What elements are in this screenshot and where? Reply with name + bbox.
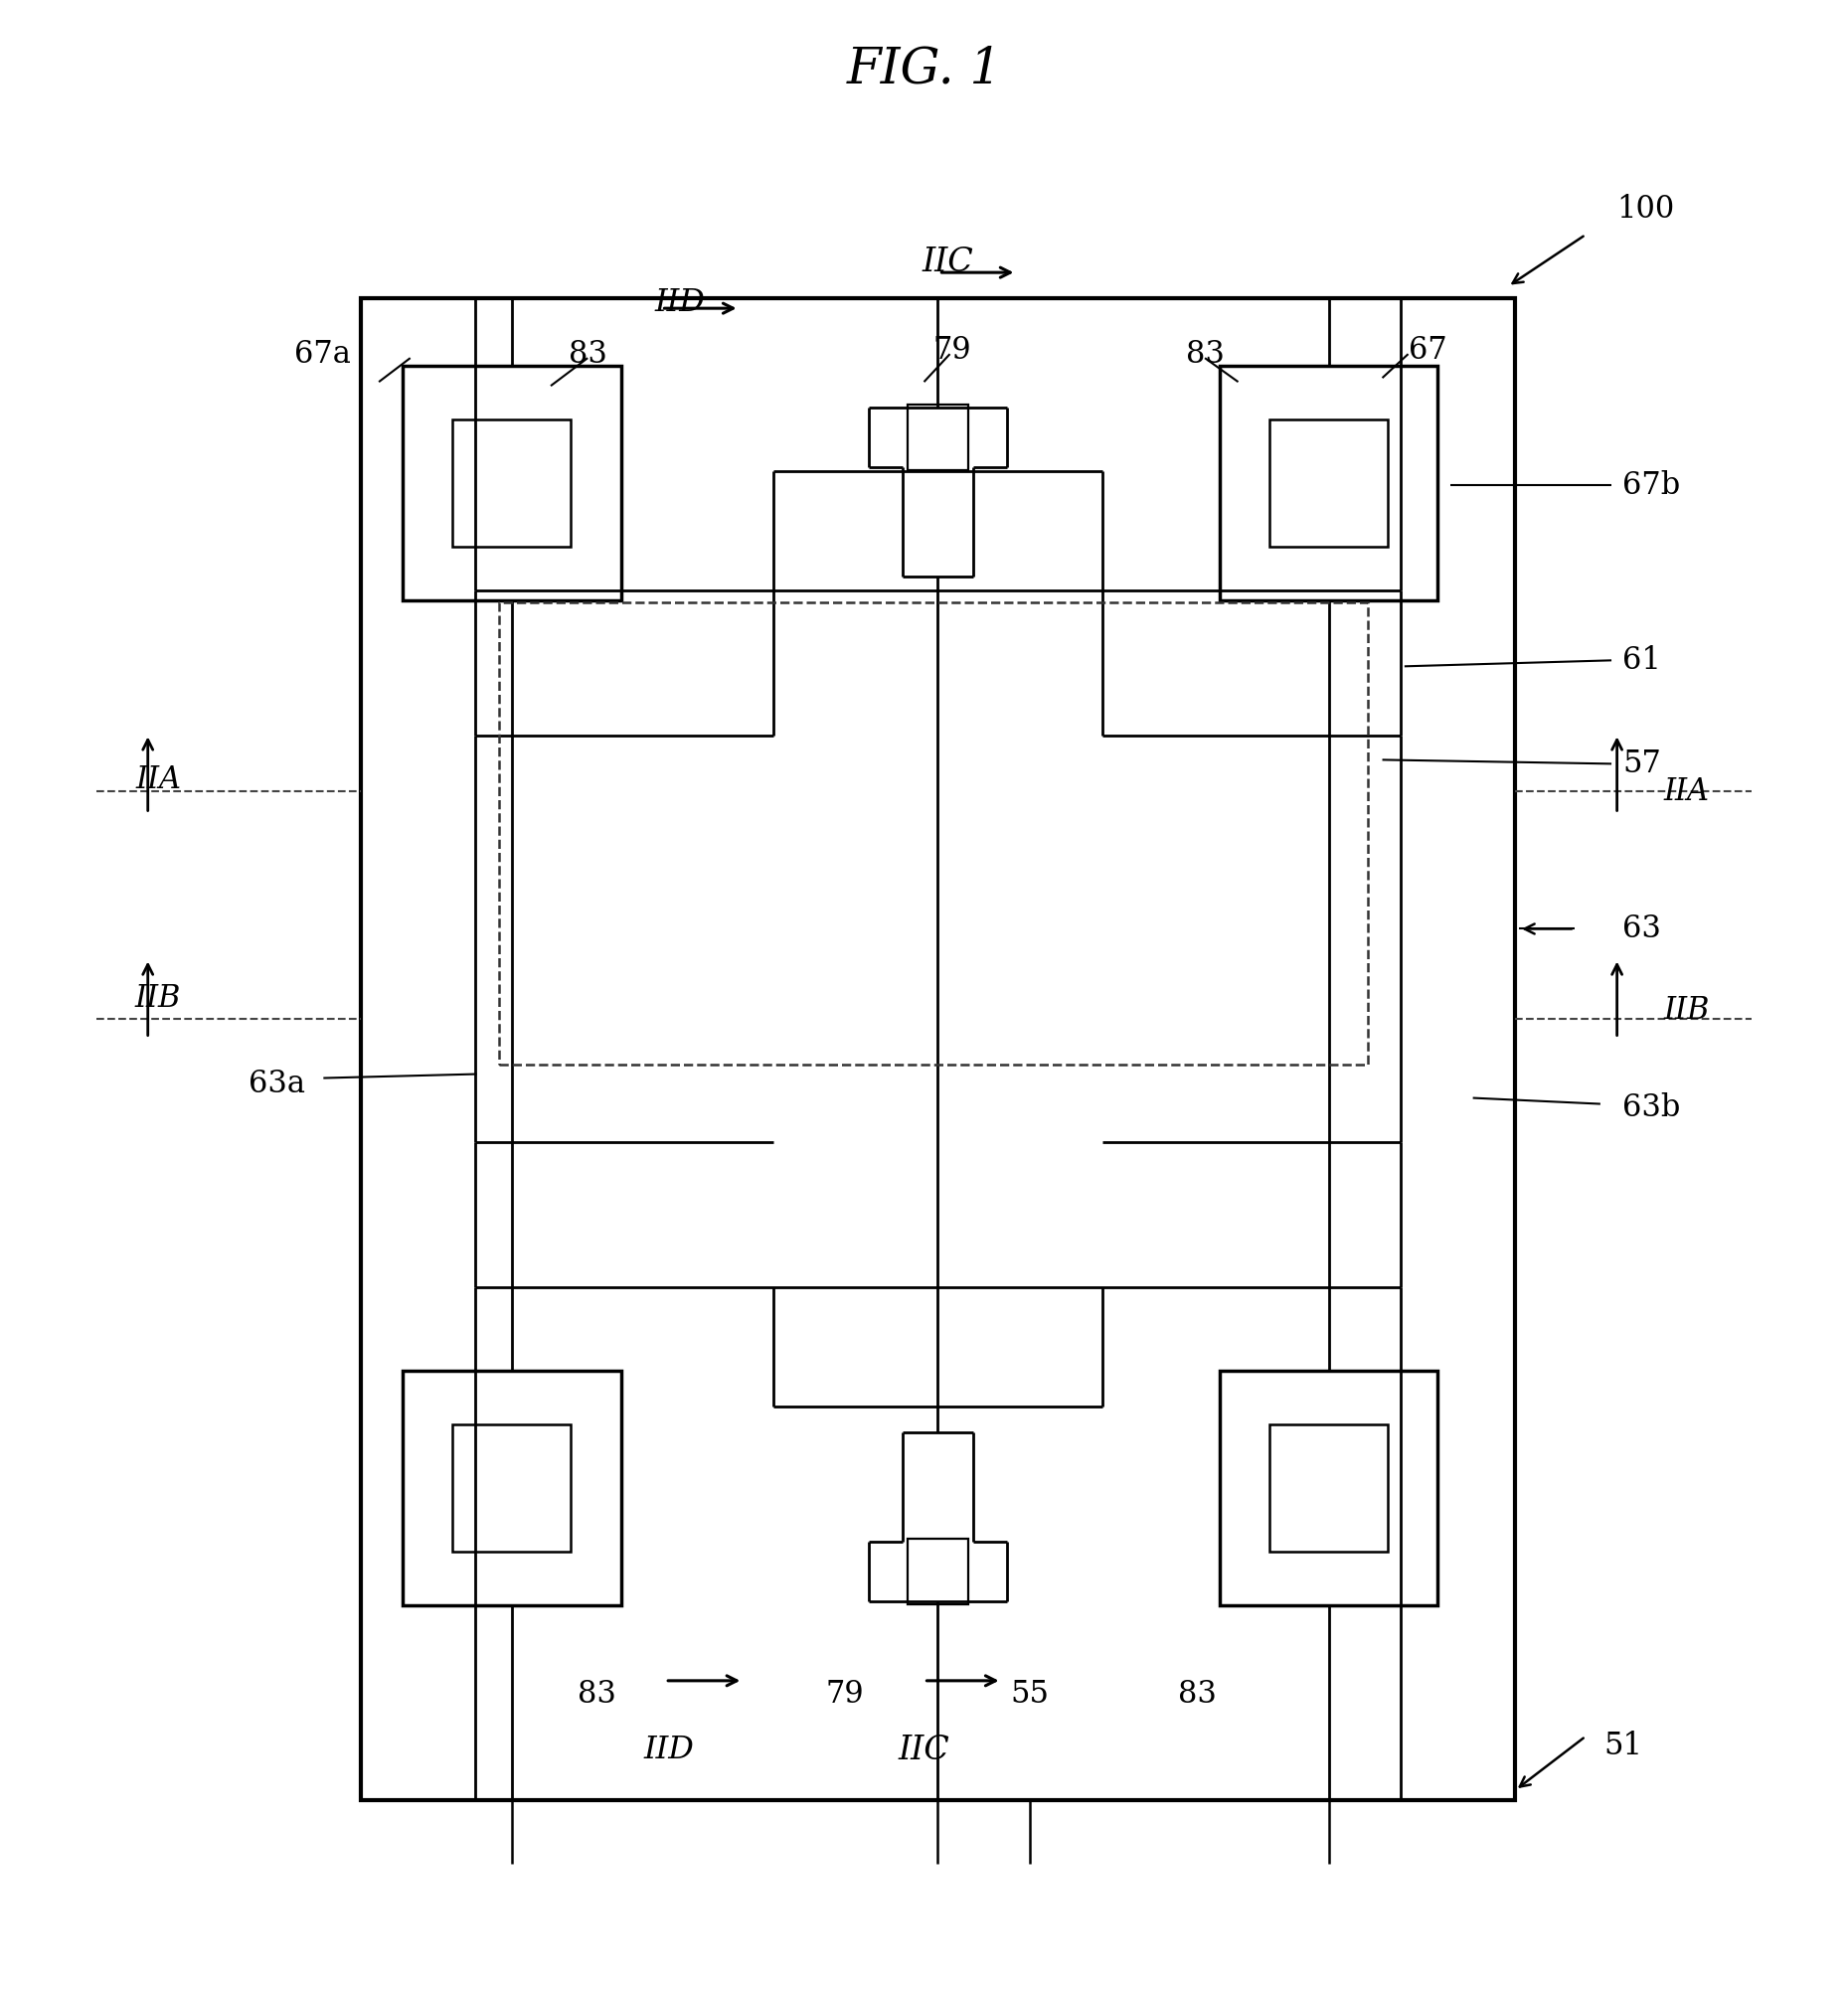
Text: IID: IID bbox=[654, 286, 706, 318]
Text: 57: 57 bbox=[1623, 748, 1661, 780]
Text: IIC: IIC bbox=[922, 247, 974, 278]
Text: 79: 79 bbox=[826, 1679, 863, 1711]
Text: IIA: IIA bbox=[135, 764, 181, 796]
Text: 79: 79 bbox=[933, 334, 970, 366]
Text: 83: 83 bbox=[569, 338, 606, 370]
Text: IIB: IIB bbox=[1663, 994, 1709, 1026]
Text: 83: 83 bbox=[1186, 338, 1223, 370]
Text: 83: 83 bbox=[578, 1679, 615, 1711]
Text: FIG. 1: FIG. 1 bbox=[846, 46, 1002, 93]
Text: 51: 51 bbox=[1604, 1730, 1643, 1762]
Text: IIB: IIB bbox=[135, 983, 181, 1014]
Text: IIA: IIA bbox=[1663, 776, 1709, 808]
Text: 67a: 67a bbox=[294, 338, 351, 370]
Text: 67: 67 bbox=[1408, 334, 1447, 366]
Text: 63a: 63a bbox=[248, 1068, 305, 1100]
Text: IIC: IIC bbox=[898, 1734, 950, 1766]
Text: 63: 63 bbox=[1623, 913, 1661, 945]
Text: 83: 83 bbox=[1179, 1679, 1216, 1711]
Text: 61: 61 bbox=[1623, 644, 1661, 676]
Text: 55: 55 bbox=[1011, 1679, 1048, 1711]
Text: IID: IID bbox=[643, 1734, 695, 1766]
Text: 100: 100 bbox=[1617, 193, 1674, 225]
Text: 63b: 63b bbox=[1623, 1092, 1680, 1124]
Text: 67b: 67b bbox=[1623, 469, 1680, 501]
